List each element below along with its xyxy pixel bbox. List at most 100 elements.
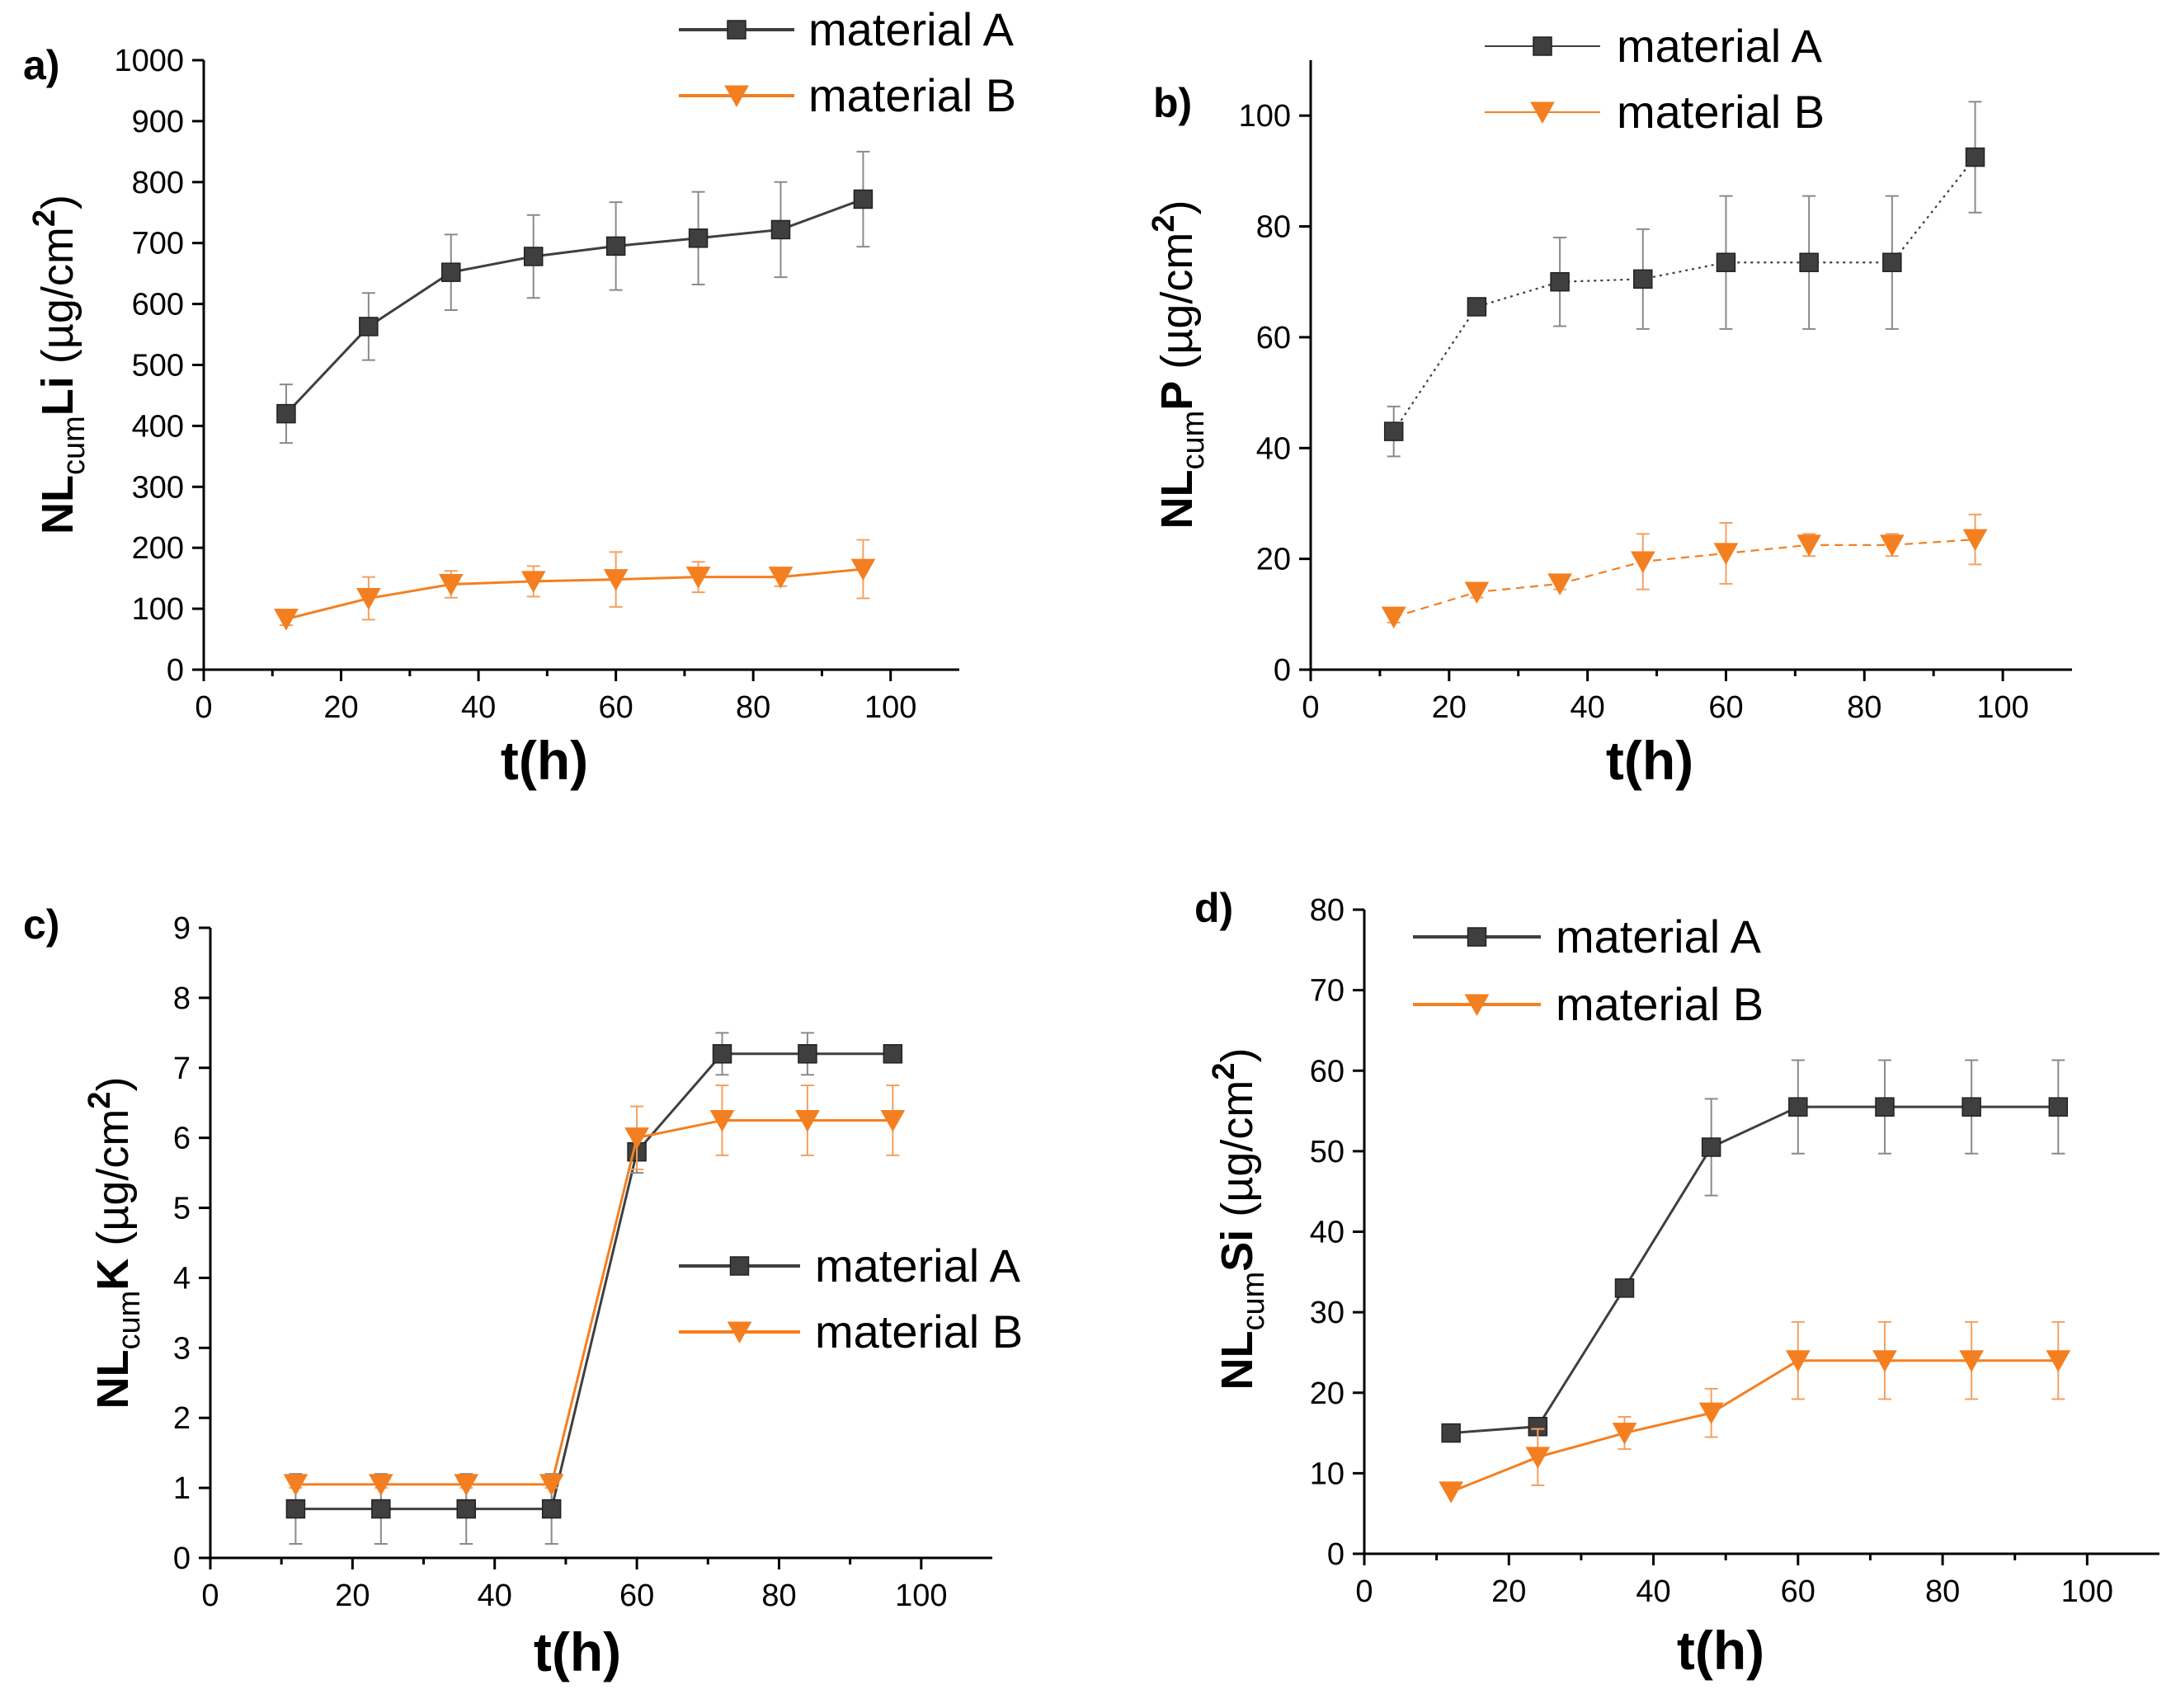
series-line bbox=[285, 567, 864, 621]
data-point bbox=[688, 228, 709, 248]
y-tick-label: 300 bbox=[132, 470, 184, 505]
legend-marker-icon bbox=[727, 1321, 752, 1344]
x-tick-label: 20 bbox=[1432, 690, 1467, 725]
data-point bbox=[603, 569, 629, 591]
y-tick-label: 4 bbox=[173, 1261, 191, 1296]
legend-item-material-a: material A bbox=[679, 1240, 1021, 1292]
data-point bbox=[1550, 271, 1570, 292]
y-tick-label: 900 bbox=[132, 105, 184, 139]
legend-item-material-b: material B bbox=[1413, 978, 1764, 1030]
data-point bbox=[454, 1474, 479, 1496]
legend-marker-icon bbox=[1533, 36, 1552, 56]
legend-item-material-b: material B bbox=[679, 1306, 1023, 1357]
y-tick-label: 50 bbox=[1310, 1135, 1345, 1169]
x-tick-label: 20 bbox=[335, 1579, 370, 1613]
data-point bbox=[1965, 147, 1985, 167]
y-tick-label: 1 bbox=[173, 1471, 191, 1506]
y-tick-label: 30 bbox=[1310, 1296, 1345, 1330]
panel-label: a) bbox=[23, 42, 59, 88]
data-point bbox=[274, 609, 299, 631]
y-tick-label: 400 bbox=[132, 409, 184, 444]
data-point bbox=[883, 1044, 903, 1064]
y-axis-title-sup: 2 bbox=[1207, 1062, 1241, 1080]
data-point bbox=[1698, 1402, 1724, 1425]
x-tick-label: 0 bbox=[201, 1579, 219, 1613]
y-axis-title-sup: 2 bbox=[27, 209, 62, 227]
data-point bbox=[1441, 1423, 1461, 1443]
y-axis-title-prefix: NL bbox=[88, 1350, 138, 1409]
y-axis-title-species: K bbox=[88, 1246, 138, 1291]
y-tick-label: 40 bbox=[1310, 1216, 1345, 1250]
legend-marker-icon bbox=[1530, 101, 1555, 125]
chart-panel-b: 0 20 40 60 80 100 0 20 40 60 80 100 b) t(h) NLcumP (µg… bbox=[1147, 20, 2072, 791]
legend-label: material A bbox=[815, 1240, 1021, 1292]
y-tick-label: 100 bbox=[132, 592, 184, 627]
y-axis-title-close: ) bbox=[88, 1076, 138, 1091]
legend-label: material A bbox=[1617, 20, 1823, 72]
x-tick-label: 20 bbox=[323, 690, 358, 725]
data-point bbox=[285, 1499, 306, 1519]
y-tick-label: 200 bbox=[132, 531, 184, 566]
chart-panel-d: 0 20 40 60 80 100 0 10 20 30 40 50 60 70 80 d) t(h) NLcum… bbox=[1194, 885, 2159, 1681]
data-point bbox=[1633, 269, 1653, 289]
y-axis-title-unit: (µg/cm bbox=[88, 1109, 138, 1246]
x-tick-label: 40 bbox=[1570, 690, 1604, 725]
y-axis-title-close: ) bbox=[33, 195, 82, 209]
x-tick-label: 60 bbox=[1708, 690, 1743, 725]
data-point bbox=[1614, 1278, 1635, 1298]
legend-item-material-a: material A bbox=[679, 3, 1015, 55]
x-tick-label: 20 bbox=[1491, 1574, 1526, 1609]
y-axis-title-unit: (µg/cm bbox=[1213, 1080, 1262, 1217]
series-line bbox=[285, 198, 864, 415]
y-axis-title-sub: cum bbox=[1176, 411, 1211, 470]
y-tick-label: 7 bbox=[173, 1052, 191, 1086]
legend-marker-icon bbox=[724, 85, 749, 108]
legend-item-material-a: material A bbox=[1413, 910, 1762, 962]
y-axis-title-species: Si bbox=[1213, 1217, 1262, 1272]
y-axis-title-prefix: NL bbox=[33, 475, 82, 534]
x-tick-label: 40 bbox=[461, 690, 496, 725]
data-point bbox=[770, 219, 791, 240]
y-tick-label: 0 bbox=[1327, 1537, 1345, 1572]
y-axis-title-prefix: NL bbox=[1213, 1331, 1262, 1390]
y-tick-label: 9 bbox=[173, 911, 191, 946]
x-tick-label: 40 bbox=[1636, 1574, 1670, 1609]
data-point bbox=[1959, 1350, 1984, 1372]
data-point bbox=[276, 403, 296, 424]
x-tick-label: 100 bbox=[1976, 690, 2028, 725]
x-tick-label: 0 bbox=[195, 690, 212, 725]
x-tick-label: 0 bbox=[1355, 1574, 1373, 1609]
data-point bbox=[1797, 534, 1821, 557]
legend-item-material-b: material B bbox=[679, 69, 1016, 121]
data-point bbox=[1879, 534, 1905, 557]
y-tick-label: 40 bbox=[1256, 431, 1291, 466]
legend-label: material B bbox=[1617, 86, 1825, 138]
legend-label: material B bbox=[808, 69, 1016, 121]
data-point bbox=[541, 1499, 562, 1519]
y-axis-title-species: P bbox=[1152, 369, 1202, 411]
data-point bbox=[523, 247, 544, 266]
y-tick-label: 8 bbox=[173, 981, 191, 1016]
series-material-a bbox=[1383, 101, 1985, 458]
data-point bbox=[1525, 1447, 1551, 1469]
panel-label: b) bbox=[1153, 80, 1192, 126]
data-point bbox=[441, 262, 461, 282]
y-tick-label: 3 bbox=[173, 1331, 191, 1366]
y-axis-title-close: ) bbox=[1213, 1047, 1262, 1062]
data-point bbox=[853, 189, 874, 209]
data-point bbox=[1716, 252, 1736, 272]
data-point bbox=[1383, 421, 1404, 441]
x-tick-label: 60 bbox=[1781, 1574, 1815, 1609]
series-material-b bbox=[283, 1085, 906, 1496]
y-axis-title-sup: 2 bbox=[82, 1091, 117, 1108]
x-tick-label: 100 bbox=[2061, 1574, 2113, 1609]
data-point bbox=[359, 317, 379, 336]
data-point bbox=[1464, 581, 1490, 604]
y-tick-label: 80 bbox=[1256, 210, 1291, 245]
series-material-a bbox=[285, 1032, 903, 1546]
y-tick-label: 500 bbox=[132, 349, 184, 383]
y-tick-label: 60 bbox=[1256, 321, 1291, 355]
y-axis-title-sup: 2 bbox=[1147, 214, 1181, 232]
series-material-b bbox=[1381, 513, 1988, 629]
